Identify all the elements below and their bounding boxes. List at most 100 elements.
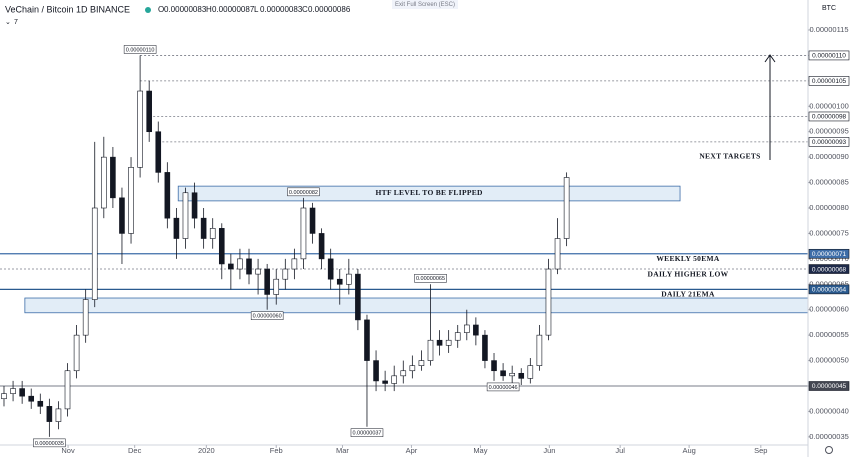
candle-body xyxy=(409,365,416,372)
y-tick-label: 0.00000095 xyxy=(809,127,849,136)
plot-area: HTF LEVEL TO BE FLIPPED WEEKLY 50EMA DAILY… xyxy=(0,55,809,437)
level-note: DAILY HIGHER LOW xyxy=(648,269,729,278)
candle-body xyxy=(237,258,243,270)
candle-body xyxy=(355,273,361,321)
level-price-box xyxy=(808,381,850,391)
level-price-box xyxy=(808,284,850,295)
target-arrowhead xyxy=(764,54,776,63)
zone-label: HTF LEVEL TO BE FLIPPED xyxy=(376,188,483,197)
level-price-box xyxy=(808,76,850,86)
level-price: 0.00000071 xyxy=(812,251,847,258)
candle-body xyxy=(282,268,289,280)
candle-body xyxy=(64,370,71,410)
y-tick-label: 0.00000085 xyxy=(809,178,849,187)
candle-body xyxy=(318,233,325,260)
candle-body xyxy=(91,207,98,300)
annotation: NEXT TARGETS xyxy=(699,152,760,161)
candle-body xyxy=(264,268,270,295)
x-tick-label: Jul xyxy=(615,446,625,455)
x-tick-label: 2020 xyxy=(198,446,215,455)
level-price: 0.00000068 xyxy=(812,266,847,273)
candle-body xyxy=(346,273,352,285)
candle-body xyxy=(400,370,407,377)
candle-body xyxy=(427,339,434,361)
candle-body xyxy=(173,217,180,239)
ohlc-value: 0.00000087 xyxy=(212,5,255,14)
y-tick-label: 0.00000080 xyxy=(809,203,849,212)
ohlc-readout: O 0.00000083 H 0.00000087 L 0.00000083 C 0.0000… xyxy=(158,5,351,14)
level-price: 0.00000045 xyxy=(812,383,847,390)
level-note: DAILY 21EMA xyxy=(661,290,715,299)
x-tick-label: Feb xyxy=(270,446,283,455)
candle-body xyxy=(454,332,461,341)
candle-body xyxy=(500,370,506,377)
candle-body xyxy=(255,268,261,275)
candle-body xyxy=(554,238,561,270)
candle-body xyxy=(46,406,53,422)
y-tick-label: 0.00000115 xyxy=(809,25,848,34)
settings-icon[interactable] xyxy=(825,446,833,454)
callout-box xyxy=(414,274,447,283)
candle-body xyxy=(364,319,370,361)
y-tick-label: 0.00000055 xyxy=(809,330,849,339)
candle-body xyxy=(209,228,216,239)
candle-body xyxy=(509,372,515,377)
x-tick-label: Apr xyxy=(406,446,418,455)
callout-label: 0.00000082 xyxy=(289,190,318,196)
y-tick-label: 0.00000065 xyxy=(809,279,849,288)
indicator-toggle-icon[interactable]: ⌄ xyxy=(5,19,11,26)
level-price: 0.00000098 xyxy=(812,114,847,121)
candle-body xyxy=(518,372,525,379)
candle-body xyxy=(273,278,280,295)
callout-box xyxy=(287,187,320,197)
y-tick-label: 0.00000050 xyxy=(809,356,849,365)
indicator-count[interactable]: 7 xyxy=(14,19,18,26)
callout-label: 0.00000110 xyxy=(126,47,155,53)
candle-body xyxy=(1,393,7,400)
candle-body xyxy=(527,365,534,379)
candle-body xyxy=(482,334,488,361)
level-price-box xyxy=(808,111,850,122)
candle-body xyxy=(382,380,388,384)
market-status xyxy=(145,7,151,13)
candle-body xyxy=(182,192,189,239)
x-tick-label: Dec xyxy=(128,446,142,455)
callout-label: 0.00000035 xyxy=(35,441,64,447)
currency: BTC xyxy=(822,5,836,12)
callout-label: 0.00000037 xyxy=(352,431,381,437)
candle-body xyxy=(309,207,316,234)
ohlc-key: L xyxy=(254,5,259,14)
candle-body xyxy=(19,388,25,397)
exit-button[interactable] xyxy=(392,0,458,9)
ohlc-key: O xyxy=(158,5,164,14)
level-note: WEEKLY 50EMA xyxy=(656,254,720,263)
x-tick-label: Aug xyxy=(682,446,695,455)
x-tick-label: May xyxy=(473,446,487,455)
exit-label[interactable]: Exit Full Screen (ESC) xyxy=(395,2,455,8)
level-price: 0.00000105 xyxy=(812,78,847,85)
x-tick-label: Jun xyxy=(543,446,555,455)
level-price-box xyxy=(808,137,850,147)
candle-body xyxy=(491,360,497,372)
candle-body xyxy=(37,400,44,407)
y-tick-label: 0.00000090 xyxy=(809,152,849,161)
zone xyxy=(24,297,809,314)
level-price: 0.00000093 xyxy=(812,139,847,146)
candle-body xyxy=(191,192,198,219)
candle-body xyxy=(300,207,307,260)
y-tick-label: 0.00000040 xyxy=(809,406,849,415)
candle-body xyxy=(445,339,452,346)
x-tick-label: Sep xyxy=(754,446,767,455)
candle-body xyxy=(246,258,252,275)
y-tick-label: 0.00000035 xyxy=(809,432,849,441)
candle-body xyxy=(391,375,397,384)
candle-body xyxy=(155,131,162,173)
candle-body xyxy=(82,299,89,336)
candle-body xyxy=(101,156,107,209)
candle-body xyxy=(218,228,225,265)
ohlc-value: 0.00000086 xyxy=(308,5,351,14)
candle-body xyxy=(146,90,152,133)
